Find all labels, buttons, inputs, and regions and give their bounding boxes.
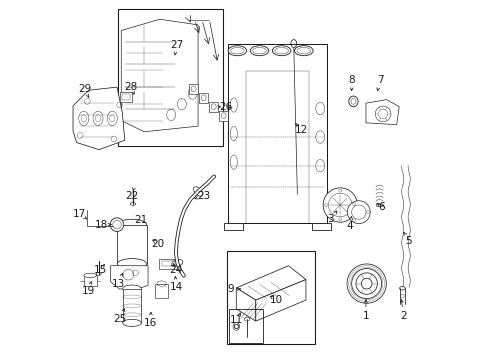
Bar (199, 93, 207, 103)
Text: 20: 20 (151, 239, 164, 249)
Bar (118, 9, 223, 146)
Text: 26: 26 (219, 102, 232, 112)
Polygon shape (312, 223, 330, 230)
Ellipse shape (399, 287, 405, 290)
Ellipse shape (294, 46, 312, 56)
Polygon shape (73, 87, 124, 150)
Bar (155, 284, 168, 298)
Ellipse shape (117, 258, 146, 269)
Text: 9: 9 (227, 284, 234, 294)
Bar (189, 84, 198, 94)
Polygon shape (224, 223, 242, 230)
Ellipse shape (117, 219, 146, 230)
Polygon shape (236, 288, 255, 321)
Polygon shape (255, 280, 305, 321)
Text: 8: 8 (347, 75, 354, 85)
Bar (219, 111, 227, 121)
Bar (229, 309, 263, 342)
Ellipse shape (227, 46, 246, 56)
Ellipse shape (122, 319, 141, 327)
Bar (209, 102, 218, 112)
Circle shape (355, 273, 377, 294)
Bar (375, 204, 382, 206)
Text: 24: 24 (169, 265, 182, 275)
Text: 4: 4 (346, 221, 352, 231)
Text: 28: 28 (124, 82, 137, 92)
Ellipse shape (83, 273, 97, 278)
Polygon shape (236, 266, 305, 300)
Text: 29: 29 (78, 84, 91, 94)
Polygon shape (117, 225, 146, 264)
Polygon shape (121, 19, 198, 132)
Text: 1: 1 (362, 311, 368, 321)
Bar (120, 92, 131, 102)
Polygon shape (122, 289, 141, 323)
Text: 5: 5 (405, 236, 411, 246)
Ellipse shape (348, 96, 357, 107)
Text: 25: 25 (113, 314, 126, 324)
Bar (83, 275, 97, 286)
Ellipse shape (110, 218, 123, 231)
Text: 23: 23 (196, 191, 210, 201)
Polygon shape (110, 266, 148, 289)
Text: 18: 18 (95, 220, 108, 230)
Ellipse shape (250, 46, 268, 56)
Text: 22: 22 (125, 191, 138, 201)
Polygon shape (365, 100, 398, 125)
Text: 6: 6 (378, 202, 385, 212)
Ellipse shape (96, 273, 101, 275)
Text: 19: 19 (81, 287, 95, 296)
Text: 27: 27 (170, 40, 183, 50)
Text: 14: 14 (170, 282, 183, 292)
Bar (162, 261, 175, 266)
Ellipse shape (122, 285, 141, 292)
Text: 15: 15 (94, 265, 107, 275)
Text: 11: 11 (229, 315, 243, 325)
Ellipse shape (130, 203, 136, 205)
Bar (227, 251, 314, 344)
Circle shape (346, 201, 369, 224)
Text: 17: 17 (73, 209, 86, 219)
Bar (159, 258, 178, 269)
Circle shape (323, 188, 357, 222)
Text: 2: 2 (399, 311, 406, 321)
Text: 13: 13 (112, 279, 125, 289)
Text: 7: 7 (376, 75, 383, 85)
Text: 16: 16 (144, 318, 157, 328)
Text: 12: 12 (294, 125, 307, 135)
Text: 3: 3 (326, 214, 333, 224)
Bar (122, 94, 130, 100)
Text: 21: 21 (134, 215, 147, 225)
Ellipse shape (272, 46, 290, 56)
Text: 10: 10 (269, 295, 283, 305)
